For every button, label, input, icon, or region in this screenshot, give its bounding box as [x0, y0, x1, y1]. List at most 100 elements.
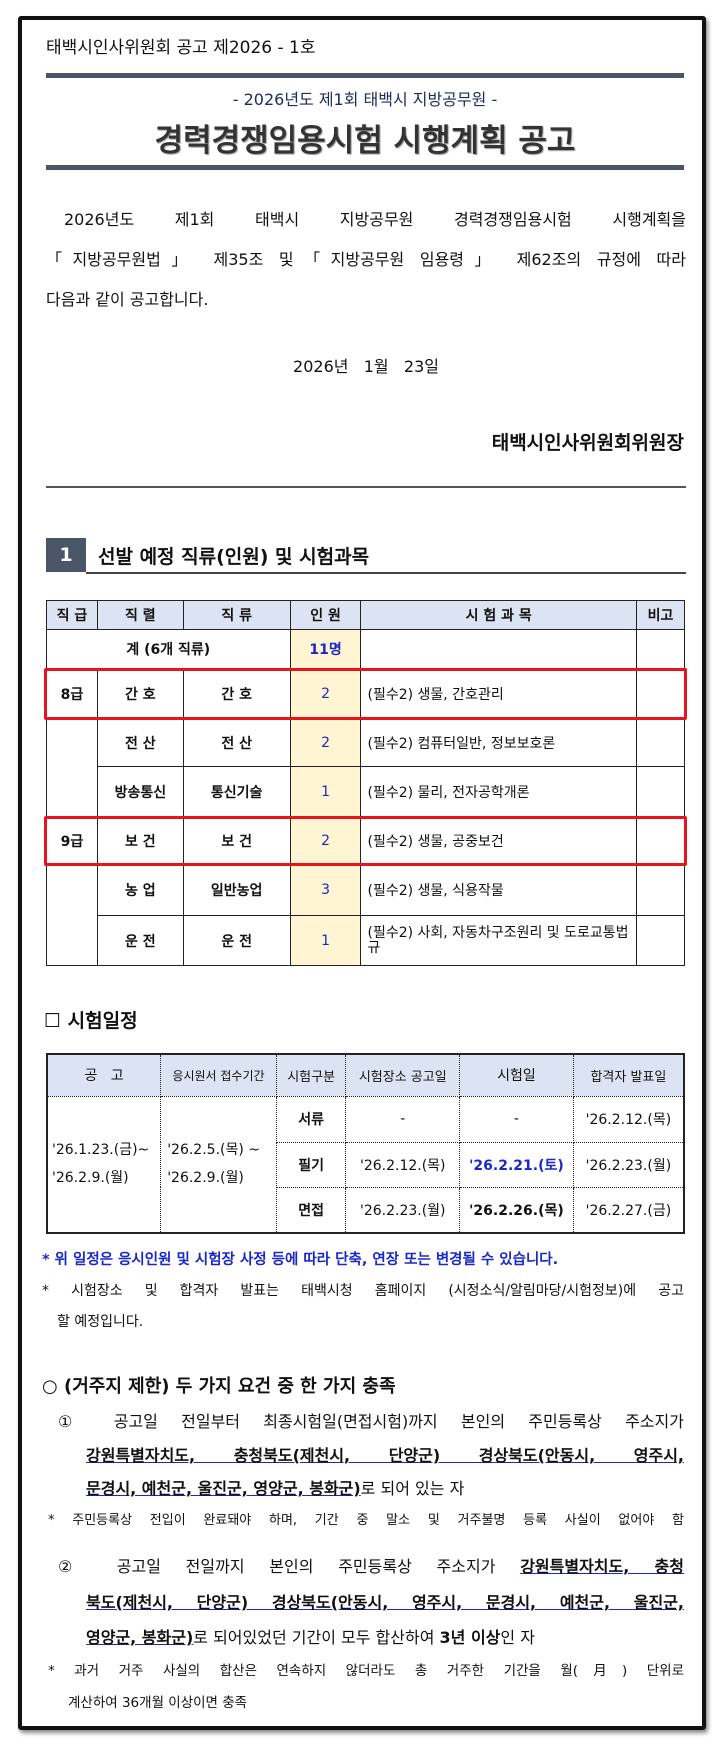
table-row: 필기 '26.2.12.(목) '26.2.21.(토) '26.2.23.(월…: [47, 1141, 685, 1188]
venue-date: -: [345, 1095, 461, 1143]
table-row: 농 업 일반농업 3 (필수2) 생물, 식용작물: [46, 864, 685, 966]
announce-date: 2026년 1월 23일: [293, 357, 439, 376]
exam-date: '26.2.21.(토): [459, 1141, 574, 1188]
count: 1: [289, 915, 362, 966]
schedule-note-cont: 할 예정입니다.: [57, 1314, 144, 1330]
result-date: '26.2.12.(목): [572, 1095, 685, 1143]
residence-note-2-cont: 계산하여 36개월 이상이면 충족: [68, 1695, 248, 1711]
divider: [46, 486, 686, 488]
table-row: '26.1.23.(금)~ '26.2.9.(월) '26.2.5.(목) ~ '2…: [46, 1095, 685, 1234]
series: 전 산: [96, 718, 184, 767]
col-header: 시 험 과 목: [360, 600, 638, 630]
exam-type: 서류: [275, 1095, 347, 1143]
section-underline: [86, 572, 686, 574]
schedule-note: * 시험장소 및 합격자 발표는 태백시청 홈페이지 (시정소식/알림마당/시험…: [42, 1283, 684, 1299]
col-header: 인 원: [289, 600, 362, 630]
venue-date: '26.2.23.(월): [345, 1186, 461, 1234]
series: 운 전: [96, 915, 184, 966]
body-line: 2026년도 제1회 태백시 지방공무원 경력경쟁임용시험 시행계획을: [64, 210, 686, 229]
schedule-title: ☐ 시험일정: [44, 1010, 138, 1032]
residence-item-2-regions: 북도(제천시, 단양군) 경상북도(안동시, 영주시, 문경시, 예천군, 울진…: [86, 1593, 684, 1612]
residence-item-1-regions: 문경시, 예천군, 울진군, 영양군, 봉화군): [86, 1479, 361, 1498]
table-row: 전 산 전 산 2 (필수2) 컴퓨터일반, 정보보호론: [46, 718, 685, 818]
body-line: 「지방공무원법」 제35조 및「지방공무원 임용령」 제62조의 규정에 따라: [46, 250, 686, 269]
total-label: 계 (6개 직류): [46, 629, 291, 669]
residence-item-2: ② 공고일 전일까지 본인의 주민등록상 주소지가: [58, 1557, 521, 1576]
subjects: (필수2) 생물, 간호관리: [360, 668, 638, 719]
application-start: '26.2.5.(목) ~: [167, 1142, 261, 1159]
residence-item-1-end: 로 되어 있는 자: [360, 1479, 465, 1498]
body-line: 다음과 같이 공고합니다.: [46, 290, 209, 309]
subjects: (필수2) 생물, 식용작물: [360, 864, 638, 916]
positions-table: 직 급 직 렬 직 류 인 원 시 험 과 목 비고 계 (6개 직류) 11명…: [46, 600, 685, 966]
title-rule-bottom: [46, 165, 684, 170]
result-date: '26.2.23.(월): [572, 1141, 685, 1188]
category: 전 산: [182, 718, 291, 767]
notice-end: '26.2.9.(월): [52, 1170, 129, 1187]
table-row: 8급 간 호 간 호 2 (필수2) 생물, 간호관리: [46, 668, 685, 719]
table-row: 운 전 운 전 1 (필수2) 사회, 자동차구조원리 및 도로교통법규: [47, 915, 685, 966]
signer: 태백시인사위원회위원장: [491, 432, 684, 454]
col-header: 직 류: [182, 600, 291, 630]
subjects: (필수2) 컴퓨터일반, 정보보호론: [360, 718, 638, 767]
residence-item-1-regions: 강원특별자치도, 충청북도(제천시, 단양군) 경상북도(안동시, 영주시,: [86, 1446, 684, 1465]
count: 2: [289, 718, 362, 767]
residence-item-2-end: 인 자: [500, 1628, 535, 1647]
result-date: '26.2.27.(금): [572, 1186, 685, 1234]
residence-item-2-duration: 3년 이상: [439, 1628, 501, 1647]
grade: 9급: [46, 817, 98, 865]
application-end: '26.2.9.(월): [167, 1170, 244, 1187]
subjects: (필수2) 사회, 자동차구조원리 및 도로교통법규: [360, 915, 638, 966]
table-row: 9급 보 건 보 건 2 (필수2) 생물, 공중보건: [46, 817, 685, 865]
count: 3: [289, 864, 362, 916]
residence-heading: ○ (거주지 제한) 두 가지 요건 중 한 가지 충족: [42, 1376, 396, 1397]
col-header: 합격자 발표일: [572, 1053, 685, 1097]
count: 2: [289, 817, 362, 865]
category: 일반농업: [182, 864, 291, 916]
total-count: 11명: [289, 629, 362, 669]
exam-date: -: [459, 1095, 574, 1143]
category: 통신기술: [182, 766, 291, 818]
page-title: 경력경쟁임용시험 시행계획 공고: [154, 123, 576, 159]
col-header: 시험일: [459, 1053, 574, 1097]
section-title: 선발 예정 직류(인원) 및 시험과목: [98, 546, 370, 568]
total-row: 계 (6개 직류) 11명: [46, 629, 685, 669]
series: 보 건: [96, 817, 184, 865]
notice-number: 태백시인사위원회 공고 제2026 - 1호: [46, 38, 316, 58]
col-header: 시험구분: [275, 1053, 347, 1097]
series: 간 호: [96, 668, 184, 719]
residence-item-2-regions: 영양군, 봉화군): [86, 1628, 194, 1647]
residence-item-1: ① 공고일 전일부터 최종시험일(면접시험)까지 본인의 주민등록상 주소지가: [58, 1412, 684, 1431]
col-header: 공 고: [46, 1053, 162, 1097]
exam-date: '26.2.26.(목): [459, 1186, 574, 1234]
schedule-note-blue: * 위 일정은 응시인원 및 시험장 사정 등에 따라 단축, 연장 또는 변경…: [42, 1252, 559, 1268]
col-header: 비고: [636, 600, 685, 630]
document-frame: [18, 16, 706, 1730]
count: 1: [289, 766, 362, 818]
col-header: 응시원서 접수기간: [160, 1053, 277, 1097]
col-header: 직 렬: [96, 600, 184, 630]
subjects: (필수2) 물리, 전자공학개론: [360, 766, 638, 818]
series: 농 업: [96, 864, 184, 916]
highlight-box: [44, 816, 687, 866]
highlight-box: [44, 668, 687, 720]
subtitle: - 2026년도 제1회 태백시 지방공무원 -: [232, 90, 498, 109]
residence-item-2-text: 로 되어있었던 기간이 모두 합산하여: [193, 1628, 440, 1647]
residence-note-1: * 주민등록상 전입이 완료돼야 하며, 기간 중 말소 및 거주불명 등록 사…: [48, 1513, 684, 1528]
series: 방송통신: [96, 766, 184, 818]
col-header: 직 급: [46, 600, 98, 630]
table-row: 방송통신 통신기술 1 (필수2) 물리, 전자공학개론: [47, 766, 685, 818]
exam-type: 면접: [275, 1186, 347, 1234]
title-rule-top: [46, 73, 684, 78]
venue-date: '26.2.12.(목): [345, 1141, 461, 1188]
table-row: 면접 '26.2.23.(월) '26.2.26.(목) '26.2.27.(금…: [47, 1186, 685, 1234]
count: 2: [289, 668, 362, 719]
residence-item-2-regions: 강원특별자치도, 충청: [520, 1557, 684, 1576]
notice-start: '26.1.23.(금)~: [52, 1142, 150, 1159]
category: 운 전: [182, 915, 291, 966]
exam-type: 필기: [275, 1141, 347, 1188]
col-header: 시험장소 공고일: [345, 1053, 461, 1097]
section-number-badge: 1: [46, 538, 86, 572]
schedule-table: 공 고 응시원서 접수기간 시험구분 시험장소 공고일 시험일 합격자 발표일 …: [46, 1053, 685, 1234]
residence-note-2: * 과거 거주 사실의 합산은 연속하지 않더라도 총 거주한 기간을 월(月)…: [48, 1663, 684, 1679]
